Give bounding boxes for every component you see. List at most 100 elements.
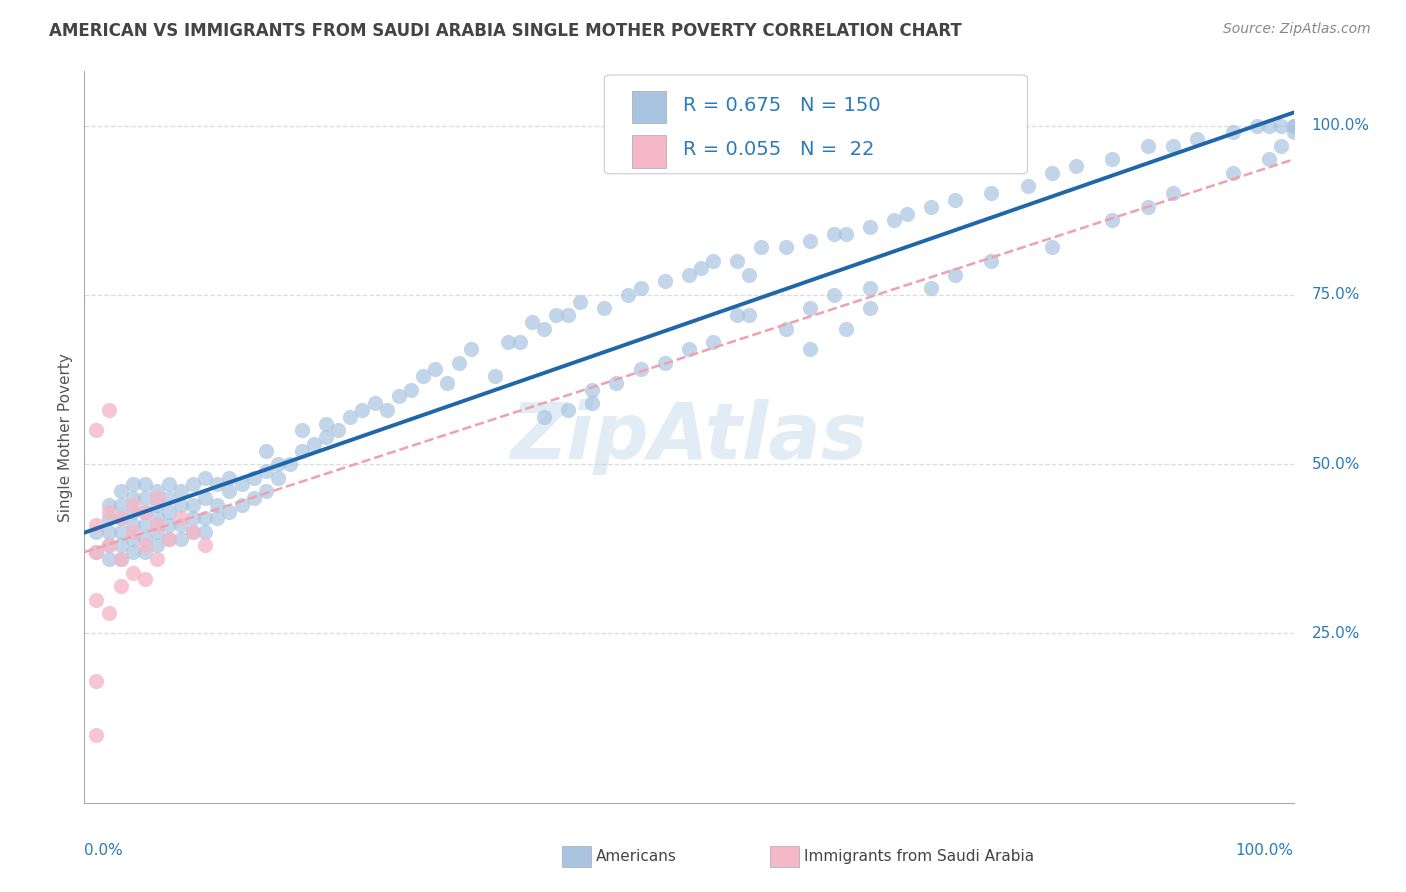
- Point: [1040, 166, 1063, 180]
- Point: [110, 498, 132, 512]
- Point: [146, 511, 169, 525]
- Point: [943, 268, 966, 282]
- Point: [291, 443, 314, 458]
- Point: [121, 518, 143, 533]
- Point: [1101, 153, 1123, 167]
- Point: [725, 308, 748, 322]
- Point: [157, 518, 180, 533]
- Point: [1222, 166, 1244, 180]
- Point: [231, 477, 253, 491]
- Point: [859, 301, 882, 316]
- Point: [267, 471, 290, 485]
- Text: R = 0.055   N =  22: R = 0.055 N = 22: [683, 140, 875, 160]
- Point: [97, 498, 120, 512]
- Point: [775, 322, 797, 336]
- Point: [581, 383, 603, 397]
- Point: [823, 227, 845, 241]
- Point: [194, 511, 217, 525]
- Point: [231, 498, 253, 512]
- Point: [121, 505, 143, 519]
- Point: [194, 491, 217, 505]
- Point: [617, 288, 640, 302]
- Text: ZipAtlas: ZipAtlas: [510, 399, 868, 475]
- Point: [412, 369, 434, 384]
- Point: [218, 505, 240, 519]
- FancyBboxPatch shape: [633, 136, 666, 169]
- Point: [110, 524, 132, 539]
- Point: [146, 484, 169, 499]
- Point: [170, 511, 193, 525]
- Point: [920, 200, 942, 214]
- Point: [557, 308, 579, 322]
- Point: [97, 505, 120, 519]
- Point: [883, 213, 905, 227]
- Text: 75.0%: 75.0%: [1312, 287, 1360, 302]
- Point: [449, 355, 471, 369]
- Point: [399, 383, 422, 397]
- Text: 25.0%: 25.0%: [1312, 626, 1360, 641]
- Point: [1017, 179, 1039, 194]
- Point: [533, 409, 555, 424]
- Point: [544, 308, 567, 322]
- Point: [388, 389, 411, 403]
- Point: [121, 498, 143, 512]
- Point: [1246, 119, 1268, 133]
- Point: [86, 592, 108, 607]
- Y-axis label: Single Mother Poverty: Single Mother Poverty: [58, 352, 73, 522]
- Point: [97, 511, 120, 525]
- Point: [267, 457, 290, 471]
- Point: [702, 254, 724, 268]
- Point: [738, 268, 761, 282]
- Text: AMERICAN VS IMMIGRANTS FROM SAUDI ARABIA SINGLE MOTHER POVERTY CORRELATION CHART: AMERICAN VS IMMIGRANTS FROM SAUDI ARABIA…: [49, 22, 962, 40]
- Point: [702, 335, 724, 350]
- Point: [1282, 119, 1305, 133]
- Point: [146, 538, 169, 552]
- Point: [484, 369, 506, 384]
- Point: [496, 335, 519, 350]
- Point: [170, 484, 193, 499]
- Point: [302, 437, 325, 451]
- Point: [194, 524, 217, 539]
- Point: [738, 308, 761, 322]
- Point: [110, 511, 132, 525]
- Point: [97, 403, 120, 417]
- Point: [630, 281, 652, 295]
- Point: [170, 498, 193, 512]
- Point: [121, 545, 143, 559]
- Point: [170, 518, 193, 533]
- Point: [859, 220, 882, 235]
- Point: [1222, 125, 1244, 139]
- Point: [291, 423, 314, 437]
- Text: Source: ZipAtlas.com: Source: ZipAtlas.com: [1223, 22, 1371, 37]
- Point: [1258, 119, 1281, 133]
- Point: [146, 491, 169, 505]
- Point: [1258, 153, 1281, 167]
- Point: [146, 524, 169, 539]
- Point: [86, 545, 108, 559]
- Point: [97, 606, 120, 620]
- Point: [242, 471, 264, 485]
- Point: [980, 254, 1002, 268]
- Point: [207, 498, 229, 512]
- Point: [134, 532, 156, 546]
- Point: [254, 484, 277, 499]
- Point: [218, 471, 240, 485]
- Point: [1137, 139, 1160, 153]
- Point: [339, 409, 361, 424]
- Point: [678, 268, 700, 282]
- Point: [110, 511, 132, 525]
- Point: [97, 538, 120, 552]
- Point: [569, 294, 592, 309]
- Text: Immigrants from Saudi Arabia: Immigrants from Saudi Arabia: [804, 849, 1035, 863]
- Point: [943, 193, 966, 207]
- Point: [605, 376, 627, 390]
- Point: [1101, 213, 1123, 227]
- Point: [110, 579, 132, 593]
- Point: [146, 518, 169, 533]
- Point: [194, 471, 217, 485]
- Point: [181, 477, 204, 491]
- Point: [1270, 139, 1292, 153]
- Point: [1282, 125, 1305, 139]
- Point: [97, 552, 120, 566]
- Point: [86, 728, 108, 742]
